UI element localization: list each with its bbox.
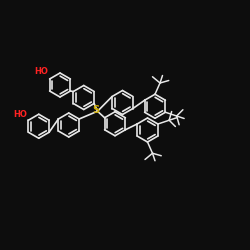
Text: HO: HO — [34, 68, 48, 76]
Text: HO: HO — [13, 110, 27, 119]
Text: S: S — [93, 105, 100, 115]
